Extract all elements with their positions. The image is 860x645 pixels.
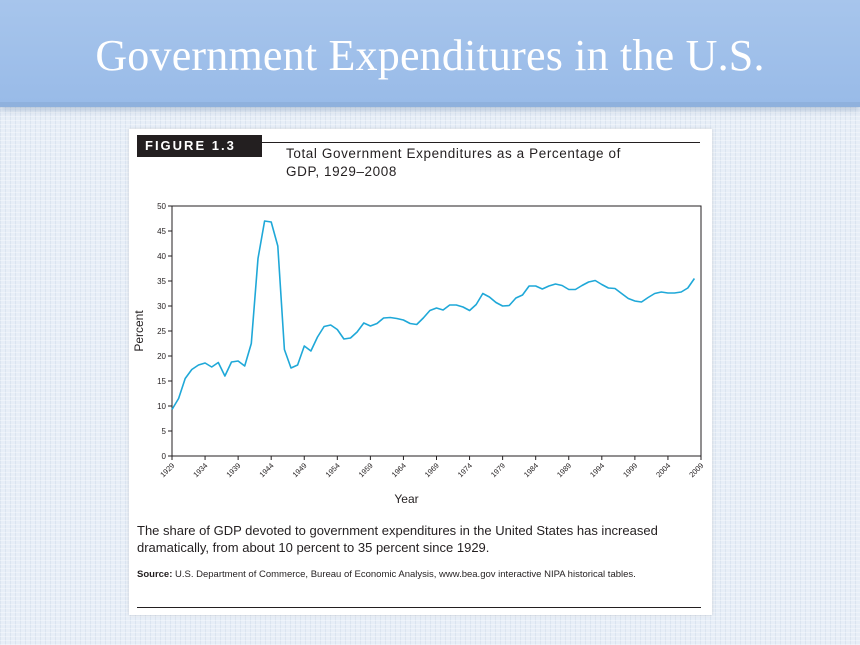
x-tick-label: 1944 bbox=[257, 461, 275, 479]
x-tick-label: 1974 bbox=[456, 461, 474, 479]
chart-ticks: 0 5 10 15 20 25 30 35 40 45 50 1929 1934 1939 1944 1949… bbox=[157, 202, 705, 479]
plot-frame bbox=[171, 205, 702, 457]
figure-panel: FIGURE 1.3 Total Government Expenditures… bbox=[129, 129, 712, 615]
x-tick-label: 1994 bbox=[588, 461, 606, 479]
y-tick-label: 5 bbox=[162, 427, 167, 436]
slide-title: Government Expenditures in the U.S. bbox=[95, 31, 765, 80]
slide-header: Government Expenditures in the U.S. bbox=[0, 0, 860, 107]
chart-series bbox=[171, 220, 696, 410]
figure-source: Source: U.S. Department of Commerce, Bur… bbox=[137, 568, 707, 582]
figure-title-line-2: GDP, 1929–2008 bbox=[286, 164, 397, 179]
y-tick-label: 40 bbox=[157, 252, 166, 261]
x-axis-label: Year bbox=[394, 492, 418, 506]
figure-caption: The share of GDP devoted to government e… bbox=[137, 523, 658, 555]
y-tick-label: 30 bbox=[157, 302, 166, 311]
figure-bottom-rule bbox=[137, 607, 701, 608]
y-tick-label: 35 bbox=[157, 277, 166, 286]
x-tick-label: 1989 bbox=[555, 461, 573, 479]
source-text: U.S. Department of Commerce, Bureau of E… bbox=[175, 569, 636, 580]
figure-label: FIGURE 1.3 bbox=[137, 135, 262, 157]
line-chart: 0 5 10 15 20 25 30 35 40 45 50 1929 1934 1939 1944 1949… bbox=[132, 202, 705, 506]
y-tick-label: 0 bbox=[162, 452, 167, 461]
y-tick-label: 25 bbox=[157, 327, 166, 336]
y-tick-label: 45 bbox=[157, 227, 166, 236]
x-tick-label: 1999 bbox=[621, 461, 639, 479]
x-tick-label: 1939 bbox=[224, 461, 242, 479]
x-tick-label: 1959 bbox=[357, 461, 375, 479]
y-axis-label: Percent bbox=[132, 310, 146, 352]
x-tick-label: 1934 bbox=[191, 461, 209, 479]
x-tick-label: 1929 bbox=[158, 461, 176, 479]
chart-axes bbox=[171, 205, 702, 457]
x-tick-label: 2004 bbox=[654, 461, 672, 479]
figure-title: Total Government Expenditures as a Perce… bbox=[286, 145, 706, 181]
figure-title-line-1: Total Government Expenditures as a Perce… bbox=[286, 146, 621, 161]
x-tick-label: 1964 bbox=[390, 461, 408, 479]
y-tick-label: 20 bbox=[157, 352, 166, 361]
x-tick-label: 1979 bbox=[489, 461, 507, 479]
x-tick-label: 1984 bbox=[522, 461, 540, 479]
y-tick-label: 50 bbox=[157, 202, 166, 211]
y-tick-label: 15 bbox=[157, 377, 166, 386]
x-tick-label: 1949 bbox=[291, 461, 309, 479]
series-line-expenditures bbox=[171, 220, 696, 410]
figure-title-rule bbox=[262, 142, 700, 143]
source-label: Source: bbox=[137, 569, 173, 580]
x-tick-label: 1969 bbox=[423, 461, 441, 479]
x-tick-label: 2009 bbox=[687, 461, 705, 479]
x-tick-label: 1954 bbox=[324, 461, 342, 479]
y-tick-label: 10 bbox=[157, 402, 166, 411]
